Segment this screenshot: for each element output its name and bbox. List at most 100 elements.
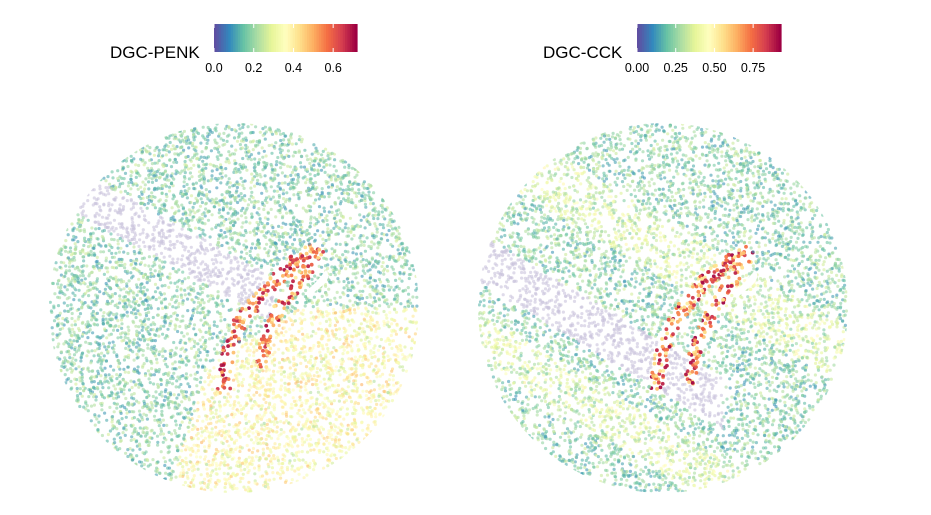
scatter-point [178,234,182,238]
scatter-point [123,331,127,335]
scatter-point [126,251,130,256]
scatter-point [336,431,340,435]
scatter-point [103,366,107,370]
scatter-point [162,324,166,328]
scatter-point [182,148,186,152]
scatter-point [264,181,269,185]
scatter-point [147,405,151,409]
scatter-point [325,223,330,227]
scatter-point [216,290,220,294]
scatter-point [104,186,108,190]
scatter-point [271,323,276,328]
scatter-point [189,229,193,233]
scatter-point [336,277,340,281]
scatter-point [132,380,136,384]
scatter-point [214,447,218,452]
scatter-point [204,201,208,205]
scatter-point [77,217,81,222]
scatter-point [141,231,145,235]
scatter-point [363,199,367,203]
scatter-point [249,365,253,369]
scatter-point [91,231,95,235]
scatter-point [290,334,294,338]
scatter-point [81,366,86,371]
scatter-point [354,191,358,195]
scatter-point [227,286,231,290]
scatter-point [267,195,271,199]
scatter-point [162,292,166,296]
scatter-point [73,293,77,298]
scatter-point [318,393,323,397]
scatter-point [149,408,153,412]
scatter-point [266,261,270,265]
scatter-point [350,237,354,241]
scatter-point [248,260,252,264]
scatter-point [322,377,326,381]
scatter-point [292,238,297,242]
scatter-point [350,224,354,228]
scatter-point [333,214,337,218]
scatter-point [179,374,183,379]
scatter-point [77,307,81,311]
scatter-point [342,197,346,201]
scatter-point [215,123,219,126]
scatter-point [238,170,242,174]
scatter-point [378,222,382,227]
scatter-point [337,196,341,200]
scatter-point [235,169,239,173]
scatter-point [256,441,260,446]
scatter-point [164,357,168,361]
scatter-point [155,434,160,438]
scatter-point [334,336,338,340]
scatter-point [175,234,179,239]
scatter-point [344,309,348,313]
scatter-point [188,485,192,489]
scatter-point [150,180,155,184]
scatter-point [228,225,232,229]
scatter-point [225,288,229,292]
scatter-point [334,300,338,304]
scatter-point [268,355,272,359]
scatter-point [277,323,281,328]
scatter-point [359,338,363,342]
scatter-point [327,334,331,338]
scatter-point [279,419,283,424]
scatter-point [168,234,172,238]
scatter-point [324,291,328,295]
scatter-point [300,465,304,469]
scatter-point [229,266,233,270]
scatter-point [209,488,213,492]
scatter-point [108,182,112,186]
scatter-point [369,295,373,299]
scatter-point [282,157,286,161]
scatter-point [167,285,171,289]
scatter-point [301,274,306,279]
scatter-point [303,295,308,299]
scatter-point [365,320,369,324]
scatter-point [142,285,146,289]
scatter-point [213,400,217,404]
scatter-point [191,392,195,397]
colorbar-segment [223,24,227,52]
scatter-point [177,153,181,157]
scatter-point [237,401,241,405]
scatter-point [368,319,372,323]
scatter-point [129,199,133,203]
scatter-point [131,448,135,452]
scatter-point [139,206,143,210]
scatter-point [85,354,89,358]
scatter-point [217,237,221,241]
scatter-point [116,238,120,243]
scatter-point [361,359,365,363]
scatter-point [57,285,61,289]
scatter-point [370,396,374,400]
scatter-point [386,354,390,358]
scatter-point [361,389,365,393]
scatter-point [375,335,379,339]
scatter-point [332,152,337,156]
scatter-point [409,346,414,350]
scatter-point [109,232,113,236]
scatter-point [353,300,357,304]
scatter-point [330,437,334,441]
scatter-point [252,230,256,234]
